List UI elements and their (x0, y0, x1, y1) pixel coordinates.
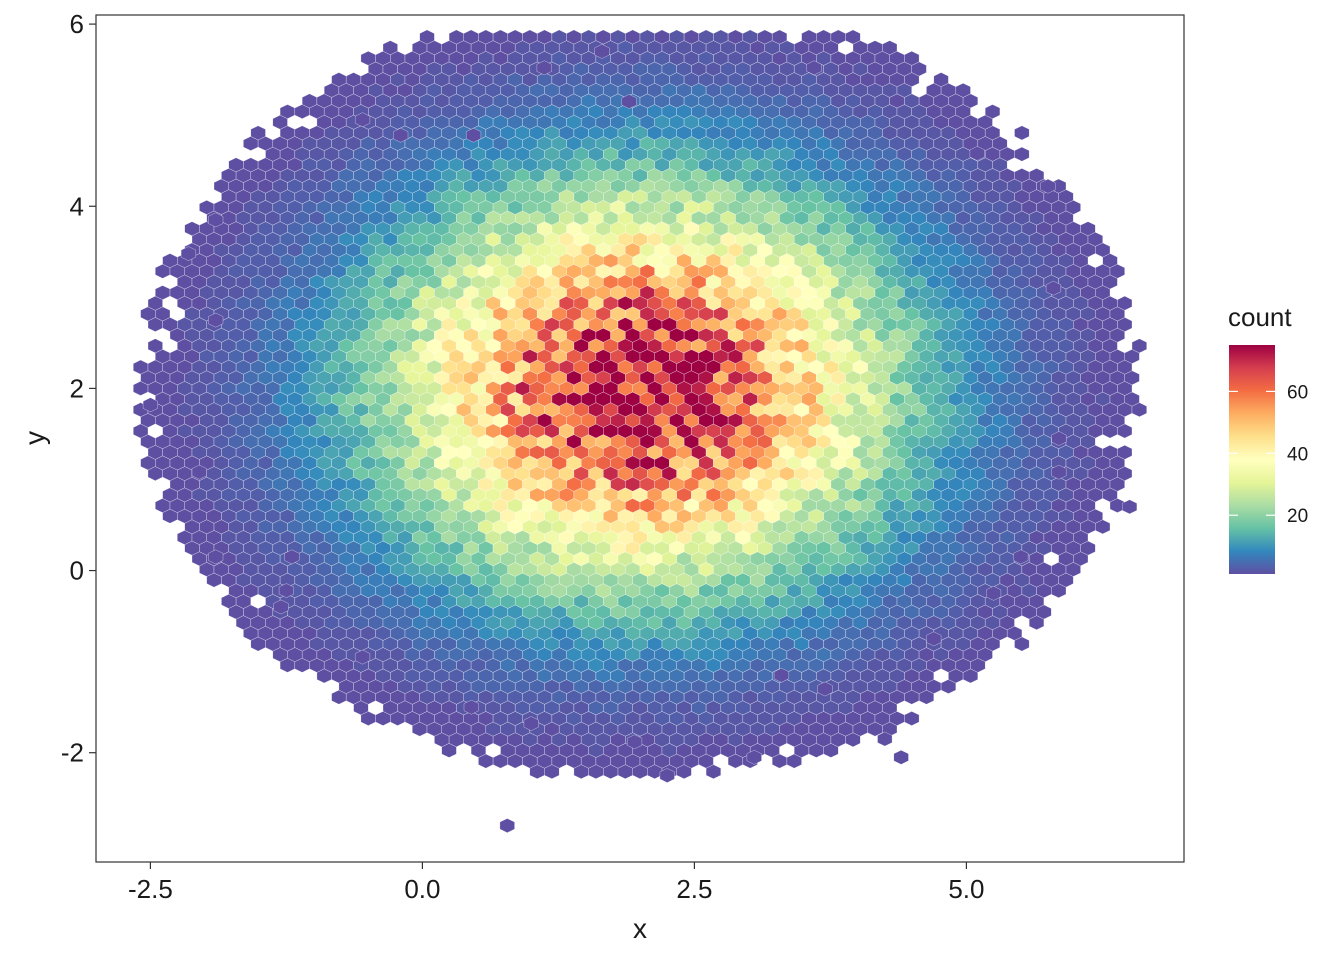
y-tick-label: 4 (70, 191, 84, 221)
x-tick-label: 2.5 (676, 874, 712, 904)
x-tick-label: 5.0 (948, 874, 984, 904)
y-tick-label: 2 (70, 373, 84, 403)
hexbin-cell (904, 711, 920, 726)
x-tick-label: -2.5 (128, 874, 173, 904)
y-tick-label: -2 (61, 738, 84, 768)
legend-tick-label: 60 (1287, 382, 1308, 403)
x-axis-title: x (633, 913, 647, 944)
y-axis-title: y (19, 431, 50, 445)
legend-tick-label: 40 (1287, 444, 1308, 465)
legend-colorbar (1229, 345, 1275, 574)
x-tick-label: 0.0 (404, 874, 440, 904)
legend-tick-label: 20 (1287, 506, 1308, 527)
y-tick-label: 6 (70, 9, 84, 39)
hexbin-layer (133, 29, 1147, 833)
y-tick-label: 0 (70, 556, 84, 586)
hexbin-cell (147, 338, 163, 354)
legend-title: count (1228, 302, 1292, 332)
hexbin-cell (1117, 445, 1133, 460)
hexbin-cell (1131, 338, 1147, 354)
